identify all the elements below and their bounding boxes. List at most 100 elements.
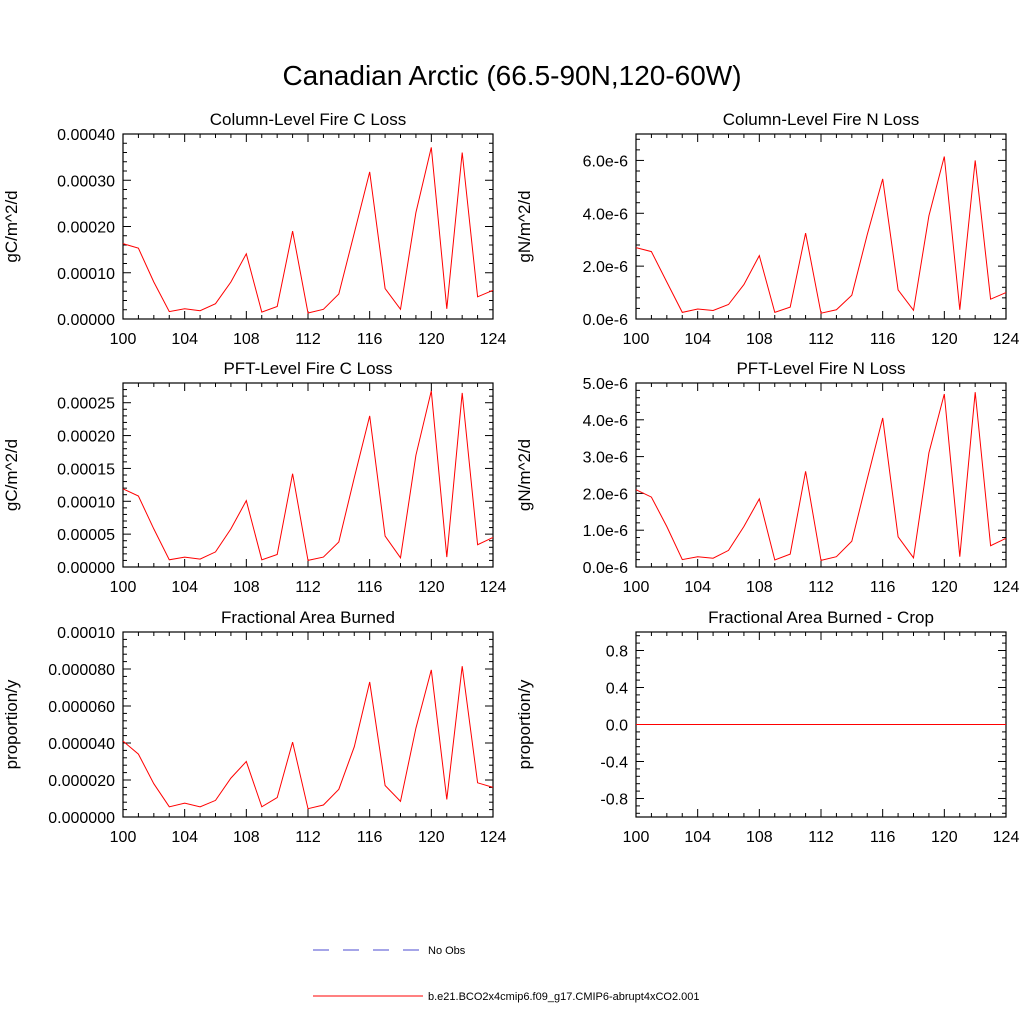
panel-title: Column-Level Fire C Loss [210, 110, 407, 129]
x-tick-label: 100 [110, 331, 137, 348]
x-tick-label: 120 [931, 331, 958, 348]
chart-panel-5: 100 104 108 112 116 120 124 0.000000 0.000020 0.0… [2, 608, 506, 846]
y-tick-label: 0.00025 [57, 396, 115, 413]
y-axis-label: gN/m^2/d [515, 439, 534, 511]
legend-label: b.e21.BCO2x4cmip6.f09_g17.CMIP6-abrupt4x… [428, 991, 700, 1003]
plot-frame [122, 382, 494, 568]
panel-title: PFT-Level Fire C Loss [223, 359, 392, 378]
x-tick-label: 104 [171, 579, 198, 596]
panel-title: Fractional Area Burned - Crop [708, 608, 934, 627]
y-tick-label: 1.0e-6 [583, 523, 628, 540]
x-tick-label: 112 [295, 829, 321, 846]
y-tick-label: 0.00000 [57, 560, 115, 577]
chart-panel-6: 100 104 108 112 116 120 124 -0.8 -0.4 0.0 0.4 0.8 Fr… [515, 608, 1019, 846]
chart-panel-4: 100 104 108 112 116 120 124 0.0e-6 1.0e-6 2.0e-6 3… [515, 359, 1019, 596]
legend-item-1: No Obs [313, 945, 466, 957]
x-tick-label: 104 [684, 829, 711, 846]
x-tick-label: 116 [357, 829, 383, 846]
plot-frame [122, 133, 494, 320]
y-tick-label: 0.00005 [57, 527, 115, 544]
x-tick-label: 124 [480, 579, 507, 596]
x-tick-label: 108 [233, 829, 260, 846]
y-tick-label: 2.0e-6 [583, 486, 628, 503]
y-tick-label: -0.4 [600, 755, 628, 772]
x-tick-label: 116 [870, 829, 896, 846]
y-tick-label: 0.8 [606, 644, 628, 661]
y-tick-label: 5.0e-6 [583, 376, 628, 393]
y-tick-label: 0.00030 [57, 173, 115, 190]
x-tick-label: 100 [623, 331, 650, 348]
panel-title: Column-Level Fire N Loss [723, 110, 920, 129]
x-tick-label: 112 [808, 829, 834, 846]
chart-panel-1: 100 104 108 112 116 120 124 0.00000 0.00010 0.000… [2, 110, 506, 348]
y-tick-label: 0.00040 [57, 127, 115, 144]
series-line-1 [635, 392, 1007, 562]
y-tick-label: 0.00010 [57, 494, 115, 511]
y-axis-label: gN/m^2/d [515, 190, 534, 262]
x-tick-label: 108 [746, 331, 773, 348]
panel-title: PFT-Level Fire N Loss [736, 359, 905, 378]
series-line-1 [122, 390, 494, 561]
x-tick-label: 124 [993, 331, 1020, 348]
y-tick-label: 0.000040 [48, 736, 115, 753]
x-tick-label: 112 [808, 331, 834, 348]
legend-item-2: b.e21.BCO2x4cmip6.f09_g17.CMIP6-abrupt4x… [313, 991, 700, 1003]
x-tick-label: 108 [746, 829, 773, 846]
y-axis-label: gC/m^2/d [2, 190, 21, 262]
x-tick-label: 100 [110, 829, 137, 846]
x-tick-label: 108 [746, 579, 773, 596]
x-tick-label: 120 [418, 829, 445, 846]
y-tick-label: 0.4 [606, 681, 628, 698]
x-tick-label: 124 [480, 829, 507, 846]
x-tick-label: 116 [870, 579, 896, 596]
x-tick-label: 116 [357, 331, 383, 348]
y-tick-label: -0.8 [600, 792, 628, 809]
plot-frame [635, 133, 1007, 320]
y-tick-label: 0.0e-6 [583, 560, 628, 577]
y-tick-label: 6.0e-6 [583, 153, 628, 170]
x-tick-label: 100 [110, 579, 137, 596]
x-tick-label: 120 [418, 331, 445, 348]
x-tick-label: 120 [931, 579, 958, 596]
x-tick-label: 100 [623, 579, 650, 596]
x-tick-label: 124 [993, 829, 1020, 846]
x-tick-label: 104 [171, 829, 198, 846]
y-tick-label: 4.0e-6 [583, 413, 628, 430]
x-tick-label: 112 [295, 579, 321, 596]
legend-label: No Obs [428, 945, 466, 957]
series-line-1 [635, 156, 1007, 314]
y-axis-label: proportion/y [515, 679, 534, 769]
y-tick-label: 0.00010 [57, 625, 115, 642]
y-tick-label: 0.000020 [48, 773, 115, 790]
y-tick-label: 0.00015 [57, 461, 115, 478]
y-tick-label: 3.0e-6 [583, 450, 628, 467]
chart-panel-3: 100 104 108 112 116 120 124 0.00000 0.00005 0.000… [2, 359, 506, 596]
y-tick-label: 0.000060 [48, 699, 115, 716]
x-tick-label: 120 [418, 579, 445, 596]
x-tick-label: 112 [295, 331, 321, 348]
x-tick-label: 104 [684, 331, 711, 348]
x-tick-label: 108 [233, 331, 260, 348]
x-tick-label: 124 [480, 331, 507, 348]
x-tick-label: 108 [233, 579, 260, 596]
y-tick-label: 0.00020 [57, 220, 115, 237]
y-axis-label: gC/m^2/d [2, 439, 21, 511]
x-tick-label: 116 [870, 331, 896, 348]
panel-title: Fractional Area Burned [221, 608, 395, 627]
x-tick-label: 120 [931, 829, 958, 846]
series-line-1 [122, 666, 494, 810]
x-tick-label: 100 [623, 829, 650, 846]
page-title: Canadian Arctic (66.5-90N,120-60W) [282, 60, 742, 91]
y-tick-label: 2.0e-6 [583, 259, 628, 276]
y-tick-label: 0.00010 [57, 266, 115, 283]
x-tick-label: 116 [357, 579, 383, 596]
x-tick-label: 104 [171, 331, 198, 348]
chart-panel-2: 100 104 108 112 116 120 124 0.0e-6 2.0e-6 4.0e-6 6… [515, 110, 1019, 348]
y-tick-label: 0.0e-6 [583, 312, 628, 329]
plot-frame [635, 382, 1007, 568]
y-tick-label: 0.0 [606, 718, 628, 735]
series-line-1 [122, 147, 494, 314]
x-tick-label: 124 [993, 579, 1020, 596]
y-tick-label: 0.000000 [48, 810, 115, 827]
